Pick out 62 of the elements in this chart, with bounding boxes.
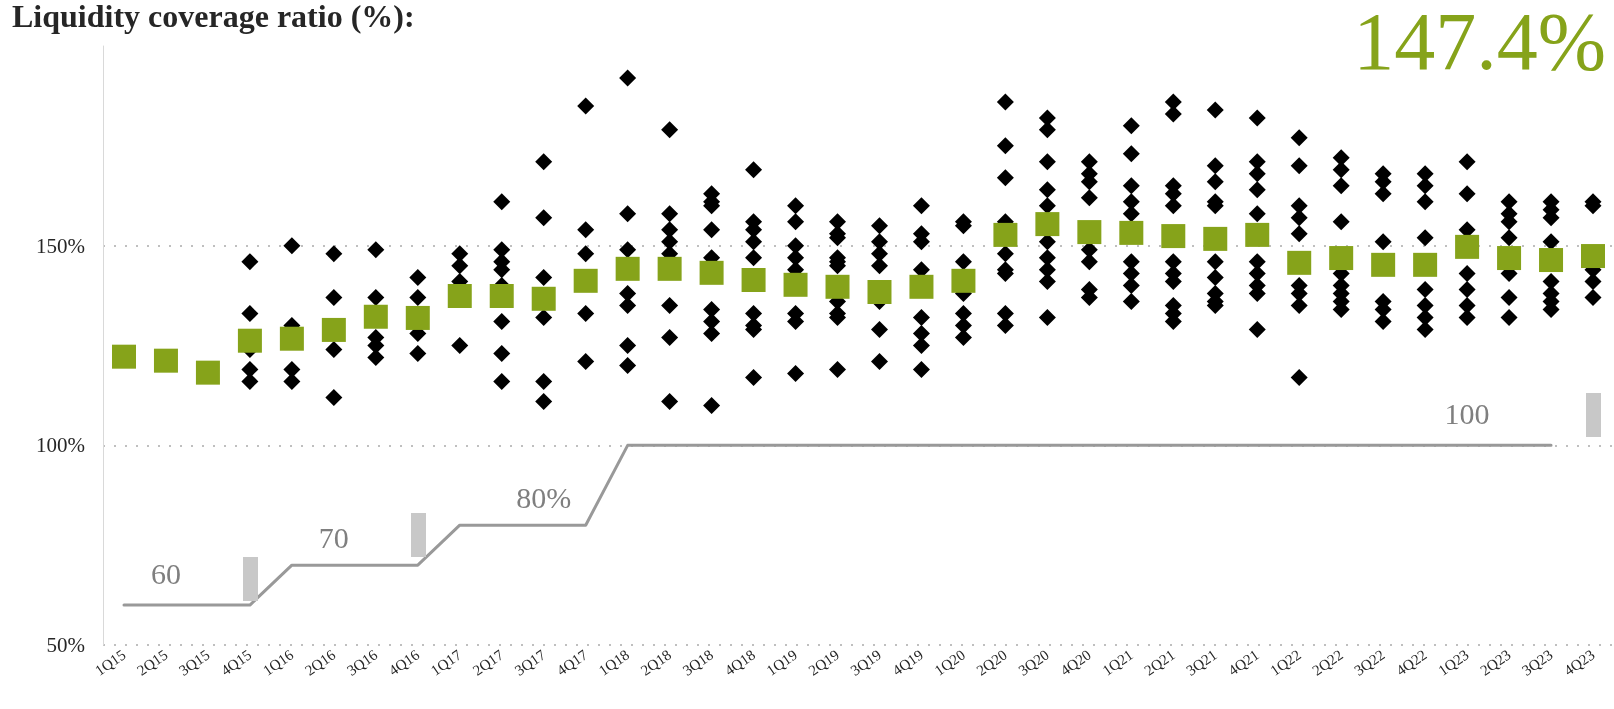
x-tick-label: 4Q16 <box>385 646 423 679</box>
y-tick-label: 150% <box>36 233 85 258</box>
y-tick-label: 50% <box>46 633 85 657</box>
point <box>1035 212 1060 237</box>
annotation: 60 <box>150 556 181 590</box>
point <box>699 260 724 285</box>
point <box>1287 250 1312 275</box>
point <box>1119 220 1144 245</box>
point <box>1245 222 1270 247</box>
point <box>279 326 304 351</box>
point <box>111 344 136 369</box>
point <box>153 348 178 373</box>
point <box>489 283 514 308</box>
point <box>1161 224 1186 249</box>
chart-title: Liquidity coverage ratio (%): <box>12 0 415 34</box>
y-tick-label: 100% <box>36 433 85 458</box>
x-tick-label: 4Q17 <box>553 646 591 679</box>
point <box>951 268 976 293</box>
point <box>741 268 766 293</box>
point <box>1497 246 1522 271</box>
point <box>615 256 640 281</box>
line-series <box>122 443 1553 607</box>
annotation: 147.4% <box>1353 0 1607 87</box>
point <box>1329 246 1354 271</box>
point <box>321 317 346 342</box>
x-tick-label: 2Q20 <box>973 646 1010 679</box>
x-tick-label: 4Q18 <box>721 646 759 679</box>
annotation: 80% <box>516 480 572 514</box>
point <box>1455 234 1480 259</box>
point <box>447 283 472 308</box>
x-tick-label: 3Q20 <box>1015 646 1052 679</box>
point <box>1581 244 1606 269</box>
point <box>867 279 892 304</box>
point <box>363 304 388 329</box>
point <box>1539 248 1564 273</box>
x-tick-label: 4Q15 <box>218 646 255 679</box>
x-tick-label: 4Q21 <box>1225 646 1262 679</box>
annotation: 100 <box>1444 396 1490 430</box>
x-tick-label: 1Q22 <box>1267 646 1304 679</box>
x-tick-label: 1Q23 <box>1435 646 1472 679</box>
x-tick-label: 4Q19 <box>889 646 927 679</box>
x-tick-label: 3Q21 <box>1183 646 1220 679</box>
point <box>531 286 556 311</box>
point <box>993 222 1018 247</box>
x-tick-label: 2Q21 <box>1141 646 1178 679</box>
x-tick-label: 1Q21 <box>1099 646 1136 679</box>
point <box>783 272 808 297</box>
point <box>1203 226 1228 251</box>
x-tick-label: 4Q23 <box>1561 646 1598 679</box>
point <box>825 274 850 299</box>
point <box>195 360 220 385</box>
annotation: 70 <box>318 520 349 554</box>
point <box>909 274 934 299</box>
x-tick-label: 4Q20 <box>1057 646 1094 679</box>
point <box>573 268 598 293</box>
point <box>657 256 682 281</box>
point <box>1371 252 1396 277</box>
point <box>1077 220 1102 245</box>
point <box>237 328 262 353</box>
x-tick-label: 4Q22 <box>1393 646 1430 679</box>
point <box>405 305 430 330</box>
point <box>1413 252 1438 277</box>
